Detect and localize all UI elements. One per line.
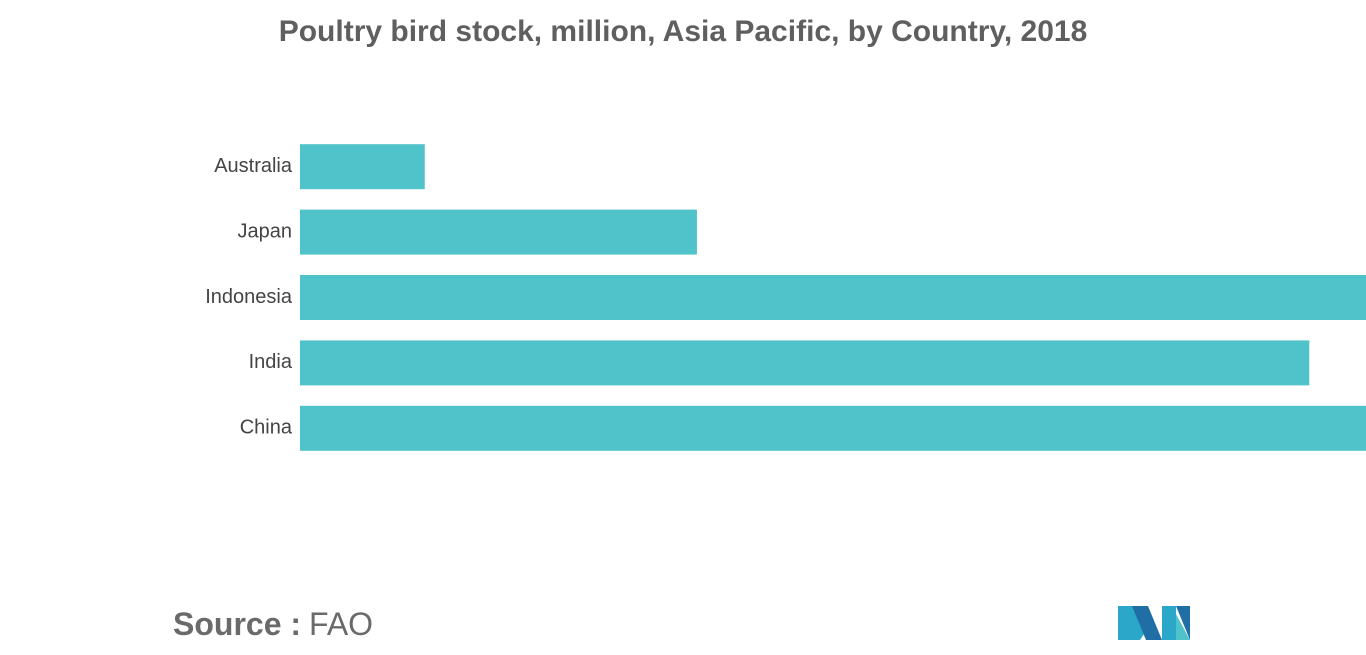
bar	[300, 340, 1310, 386]
source-label: Source :	[173, 606, 301, 642]
y-tick-label: China	[240, 417, 293, 439]
y-tick-label: Australia	[214, 155, 293, 177]
logo	[1118, 606, 1190, 640]
source: Source : FAO	[173, 606, 373, 642]
bar	[300, 144, 425, 190]
bar	[300, 405, 1366, 451]
bar	[300, 209, 697, 255]
y-tick-label: Japan	[238, 220, 293, 242]
source-value: FAO	[309, 606, 373, 642]
y-tick-label: India	[249, 351, 293, 373]
bar	[300, 275, 1366, 320]
y-tick-label: Indonesia	[205, 286, 293, 308]
chart-title: Poultry bird stock, million, Asia Pacifi…	[279, 15, 1088, 48]
